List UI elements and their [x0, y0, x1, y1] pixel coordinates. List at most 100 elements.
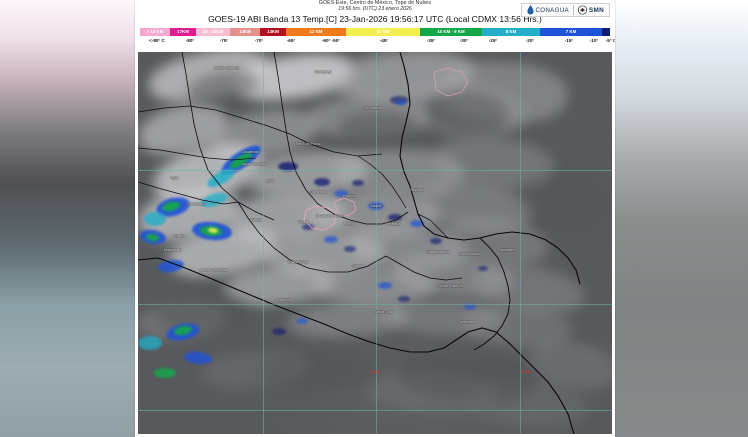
city-label: Tampico	[410, 188, 424, 192]
city-label: Campeche	[498, 248, 516, 252]
scale-tick-label: -25°	[488, 38, 498, 43]
city-label: Aguascalientes	[242, 162, 267, 166]
scale-tick-label: -60° -50°	[321, 38, 341, 43]
scale-tick-label: -10°	[589, 38, 599, 43]
graticule-meridian	[376, 52, 377, 434]
colorbar-segment: 15 - 16KM	[196, 27, 230, 36]
graticule-meridian	[263, 52, 264, 434]
scale-tick-label: -80°	[185, 38, 195, 43]
header-subtitle-timestamp: 19:56 hrs. (UTC) 23 enero 2026	[338, 5, 412, 12]
colorbar-segment: 11 KM	[346, 27, 420, 36]
convective-core	[430, 238, 442, 244]
scale-tick-label: -20°	[525, 38, 535, 43]
convective-core	[388, 214, 402, 221]
colorbar-segment: 12 KM	[286, 27, 346, 36]
city-label: Tepic	[170, 176, 179, 180]
blurred-backdrop-left	[0, 0, 150, 437]
temperature-scale-ticks: <-80° C -80° -75° -70° -65° -60° -50° -45° -35°…	[140, 36, 615, 46]
convective-core	[410, 220, 424, 227]
colorbar-segment: 17KM	[170, 27, 196, 36]
city-label: Tapachula	[458, 320, 475, 324]
city-label: Manzanillo	[164, 248, 182, 252]
cloud-blob	[308, 98, 428, 138]
satellite-image-card: GOES Este, Centro de México, Tope de Nub…	[135, 0, 615, 437]
graticule-parallel	[138, 410, 612, 411]
city-label: León	[266, 179, 274, 183]
convective-core	[352, 180, 364, 186]
colorbar-segment: 10 KM - 9 KM	[420, 27, 482, 36]
scale-tick-label: -75°	[219, 38, 229, 43]
city-label: Villahermosa	[458, 252, 479, 256]
city-label: Tuxtla Gutiérrez	[438, 284, 464, 288]
city-label: Chilpancingo	[288, 260, 309, 264]
smn-label: SMN	[588, 6, 604, 14]
eagle-emblem-icon	[577, 5, 587, 15]
graticule-parallel	[138, 170, 612, 171]
city-label: Xalapa	[370, 204, 382, 208]
cloud-layer	[138, 52, 612, 434]
city-label: Cd. Victoria	[363, 106, 382, 110]
city-label: Guadalajara	[186, 202, 206, 206]
city-label: Lázaro Cárdenas	[200, 268, 228, 272]
city-label: Pachuca	[343, 194, 357, 198]
convective-core	[398, 296, 410, 302]
map-marker: +++	[520, 370, 531, 376]
scale-tick-label: -15°	[564, 38, 574, 43]
convective-core	[324, 236, 338, 243]
convective-core	[478, 266, 488, 271]
satellite-imagery: Saltillo Coahuila Monterrey Cd. Victoria Za…	[138, 52, 612, 434]
colorbar-segment: 8 KM	[482, 27, 540, 36]
page-title: GOES-19 ABI Banda 13 Temp.[C] 23-Jan-202…	[208, 14, 542, 25]
city-label: Coatzacoalcos	[426, 250, 450, 254]
map-marker: +++	[370, 370, 381, 376]
conagua-logo: CONAGUA	[526, 5, 569, 15]
city-label: Morelia	[250, 218, 262, 222]
city-label: Puebla	[344, 222, 356, 226]
colorbar-segment: 14KM	[230, 27, 260, 36]
city-label: Oaxaca	[352, 264, 365, 268]
scale-tick-label: -35°	[426, 38, 436, 43]
colorbar-segment: 13KM	[260, 27, 286, 36]
convective-core	[334, 190, 348, 197]
convective-core	[464, 304, 476, 310]
colorbar-segment: 3.5 - 6KM	[602, 27, 610, 36]
temperature-colorbar: > 18 KM 17KM 15 - 16KM 14KM 13KM 12 KM 11 KM 10…	[140, 27, 610, 36]
city-label: Querétaro	[310, 190, 327, 194]
convective-core	[344, 246, 356, 252]
convective-core	[144, 212, 166, 226]
convective-core	[278, 162, 298, 171]
convective-core	[314, 178, 330, 186]
city-label: Toluca	[298, 220, 309, 224]
convective-core	[272, 328, 286, 335]
logo-divider	[572, 5, 574, 15]
header-subtitle-source: GOES Este, Centro de México, Tope de Nub…	[318, 0, 432, 6]
scale-tick-label: -65°	[286, 38, 296, 43]
colorbar-segment: > 18 KM	[140, 27, 170, 36]
agency-logo-box: CONAGUA SMN	[520, 3, 610, 17]
convective-core	[378, 282, 392, 289]
city-label: San Luis Potosí	[296, 142, 322, 146]
smn-logo: SMN	[577, 5, 604, 15]
water-drop-icon	[526, 5, 534, 15]
city-label: Acapulco	[276, 298, 291, 302]
graticule-parallel	[138, 304, 612, 305]
convective-core	[302, 224, 314, 230]
convective-core	[296, 318, 308, 324]
colorbar-segment: 7 KM	[540, 27, 602, 36]
city-label: Zacatecas	[242, 150, 259, 154]
city-label: Veracruz	[386, 222, 401, 226]
scale-tick-label: <-80° C	[149, 38, 165, 43]
convective-core	[154, 368, 176, 378]
city-label: Salina Cruz	[374, 310, 393, 314]
city-label: Ciudad de México	[316, 214, 345, 218]
conagua-label: CONAGUA	[535, 6, 569, 14]
city-label: Monterrey	[315, 70, 332, 74]
scale-tick-label: -70°	[254, 38, 264, 43]
convective-core	[138, 336, 162, 350]
convective-core	[396, 100, 406, 105]
graticule-meridian	[520, 52, 521, 434]
scale-tick-label: -30°	[459, 38, 469, 43]
city-label: Saltillo Coahuila	[214, 66, 240, 70]
city-label: Colima	[174, 234, 186, 238]
scale-tick-label: -45°	[379, 38, 389, 43]
